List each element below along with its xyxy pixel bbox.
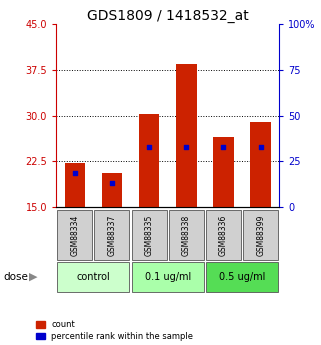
- Text: ▶: ▶: [29, 272, 37, 282]
- Bar: [250, 122, 271, 207]
- Bar: [206, 210, 241, 260]
- Text: GSM88399: GSM88399: [256, 215, 265, 256]
- Bar: [132, 262, 204, 292]
- Text: 0.5 ug/ml: 0.5 ug/ml: [219, 272, 265, 282]
- Point: [221, 145, 226, 150]
- Bar: [94, 210, 129, 260]
- Bar: [57, 262, 129, 292]
- Bar: [102, 174, 122, 207]
- Bar: [213, 137, 234, 207]
- Legend: count, percentile rank within the sample: count, percentile rank within the sample: [36, 321, 193, 341]
- Title: GDS1809 / 1418532_at: GDS1809 / 1418532_at: [87, 9, 248, 23]
- Text: 0.1 ug/ml: 0.1 ug/ml: [144, 272, 191, 282]
- Bar: [139, 114, 159, 207]
- Bar: [57, 210, 92, 260]
- Bar: [65, 163, 85, 207]
- Bar: [243, 210, 278, 260]
- Text: GSM88336: GSM88336: [219, 215, 228, 256]
- Point: [147, 145, 152, 150]
- Point: [258, 145, 263, 150]
- Text: dose: dose: [3, 272, 28, 282]
- Bar: [206, 262, 278, 292]
- Text: GSM88335: GSM88335: [145, 215, 154, 256]
- Text: GSM88338: GSM88338: [182, 215, 191, 256]
- Text: GSM88337: GSM88337: [108, 215, 117, 256]
- Text: GSM88334: GSM88334: [70, 215, 79, 256]
- Bar: [176, 64, 196, 207]
- Point: [184, 145, 189, 150]
- Bar: [169, 210, 204, 260]
- Point: [72, 171, 77, 176]
- Text: control: control: [76, 272, 110, 282]
- Point: [109, 180, 115, 185]
- Bar: [132, 210, 167, 260]
